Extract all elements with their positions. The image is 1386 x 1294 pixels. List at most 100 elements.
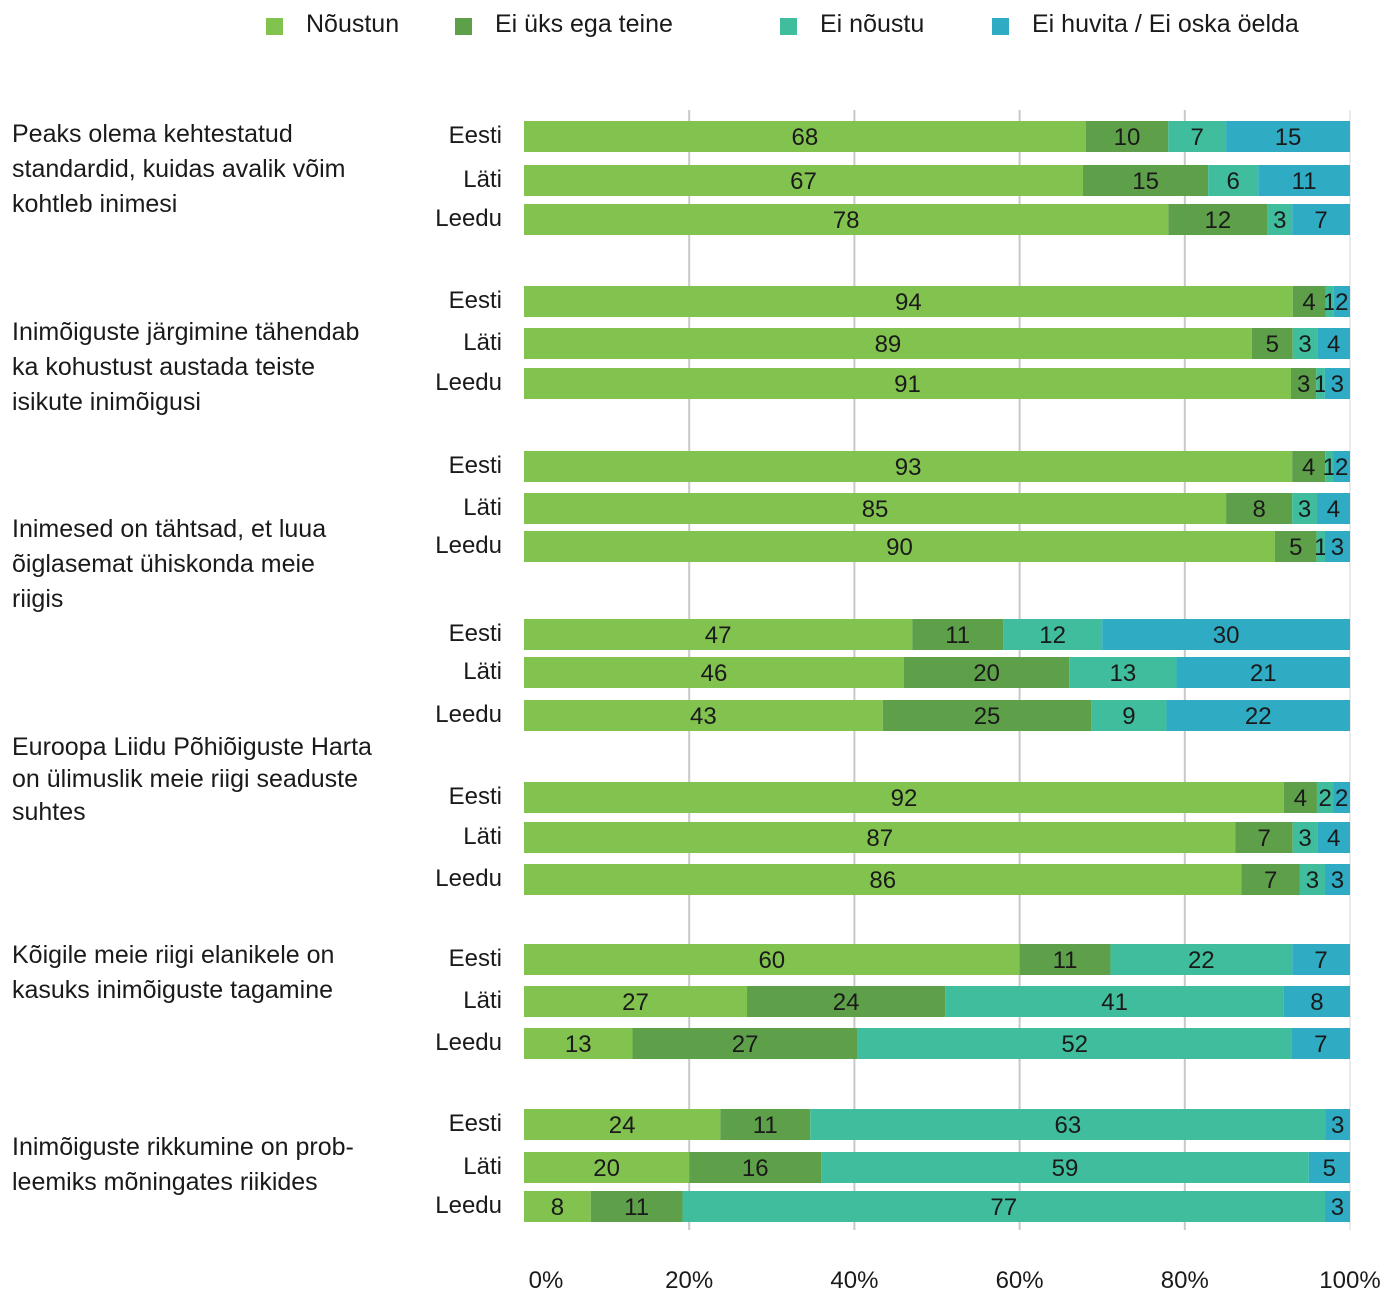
bar-segment [1003, 619, 1103, 650]
bar-segment [524, 165, 1084, 196]
bar-segment [1325, 1109, 1350, 1140]
question-label: Peaks olema kehtestatud [12, 120, 293, 148]
bar-segment [524, 944, 1020, 975]
country-label: Läti [463, 987, 502, 1014]
question-label: Inimõiguste järgimine tähendab [12, 318, 359, 346]
bar-segment [524, 286, 1293, 317]
bar-segment [1292, 493, 1317, 524]
question-label: kasuks inimõiguste tagamine [12, 976, 333, 1004]
data-label: 5 [1266, 331, 1279, 358]
bar-segment [810, 1109, 1326, 1140]
data-label: 3 [1331, 1194, 1344, 1221]
data-label: 25 [974, 703, 1001, 730]
bar-segment [1091, 700, 1167, 731]
country-label: Läti [463, 166, 502, 193]
data-label: 5 [1323, 1155, 1336, 1182]
data-label: 4 [1294, 785, 1307, 812]
country-label: Leedu [435, 369, 502, 396]
data-label: 7 [1314, 947, 1327, 974]
data-label: 12 [1204, 207, 1231, 234]
country-label: Läti [463, 494, 502, 521]
bar-segment [524, 1028, 633, 1059]
data-label: 11 [1053, 947, 1078, 974]
data-label: 20 [973, 660, 1000, 687]
country-label: Läti [463, 329, 502, 356]
bar-segment [1208, 165, 1259, 196]
bar-segment [1317, 822, 1350, 853]
bar-segment [1317, 328, 1350, 359]
bar-segment [903, 657, 1070, 688]
bar-segment [1333, 451, 1350, 482]
country-label: Eesti [449, 620, 502, 647]
question-label: suhtes [12, 798, 86, 826]
data-label: 21 [1250, 660, 1277, 687]
bar-segment [524, 531, 1275, 562]
data-label: 20 [593, 1155, 620, 1182]
data-label: 46 [701, 660, 728, 687]
legend-swatch [455, 18, 472, 35]
bar-segment [1324, 531, 1350, 562]
country-label: Eesti [449, 1110, 502, 1137]
country-label: Läti [463, 823, 502, 850]
x-tick-label: 20% [665, 1267, 713, 1294]
bar-segment [1333, 782, 1350, 813]
data-label: 93 [895, 454, 922, 481]
data-label: 8 [551, 1194, 564, 1221]
data-label: 2 [1335, 454, 1348, 481]
data-label: 30 [1213, 622, 1240, 649]
bar-segment [1258, 165, 1350, 196]
question-label: isikute inimõigusi [12, 388, 201, 416]
data-label: 3 [1298, 496, 1311, 523]
legend-swatch [780, 18, 797, 35]
bar-segment [1226, 121, 1350, 152]
data-label: 3 [1298, 825, 1311, 852]
country-label: Leedu [435, 205, 502, 232]
bar-segment [1267, 204, 1293, 235]
bar-segment [524, 619, 913, 650]
data-label: 7 [1314, 1031, 1327, 1058]
country-label: Eesti [449, 783, 502, 810]
bar-segment [590, 1191, 683, 1222]
bar-segment [1069, 657, 1177, 688]
bar-segment [1316, 368, 1325, 399]
legend-label: Nõustun [306, 10, 399, 38]
data-label: 11 [624, 1194, 649, 1221]
bar-segment [1292, 328, 1318, 359]
data-label: 22 [1188, 947, 1215, 974]
bar-segment [524, 657, 904, 688]
bar-segment [1324, 1191, 1350, 1222]
question-label: õiglasemat ühiskonda meie [12, 550, 315, 578]
data-label: 3 [1306, 867, 1319, 894]
data-label: 4 [1327, 825, 1340, 852]
bar-segment [524, 204, 1169, 235]
bar-segment [1283, 986, 1350, 1017]
data-label: 1 [1323, 289, 1336, 316]
data-label: 24 [833, 989, 860, 1016]
bar-segment [524, 368, 1291, 399]
bar-segment [857, 1028, 1292, 1059]
data-label: 9 [1122, 703, 1135, 730]
bar-segment [1316, 531, 1325, 562]
bar-segment [1299, 864, 1325, 895]
bar-segment [524, 782, 1284, 813]
country-label: Läti [463, 658, 502, 685]
bar-segment [1325, 286, 1334, 317]
data-label: 11 [753, 1112, 778, 1139]
country-label: Leedu [435, 865, 502, 892]
bar-segment [1325, 451, 1334, 482]
data-label: 4 [1302, 289, 1315, 316]
data-label: 3 [1331, 1112, 1344, 1139]
bar-segment [1292, 451, 1326, 482]
bar-segment [1168, 121, 1227, 152]
bar-segment [912, 619, 1004, 650]
data-label: 4 [1327, 496, 1340, 523]
bar-segment [720, 1109, 811, 1140]
data-label: 16 [742, 1155, 769, 1182]
data-label: 41 [1101, 989, 1128, 1016]
x-tick-label: 100% [1319, 1267, 1380, 1294]
data-label: 77 [990, 1194, 1017, 1221]
data-label: 89 [875, 331, 902, 358]
question-label: kohtleb inimesi [12, 190, 177, 218]
data-label: 94 [895, 289, 922, 316]
data-label: 2 [1319, 785, 1332, 812]
